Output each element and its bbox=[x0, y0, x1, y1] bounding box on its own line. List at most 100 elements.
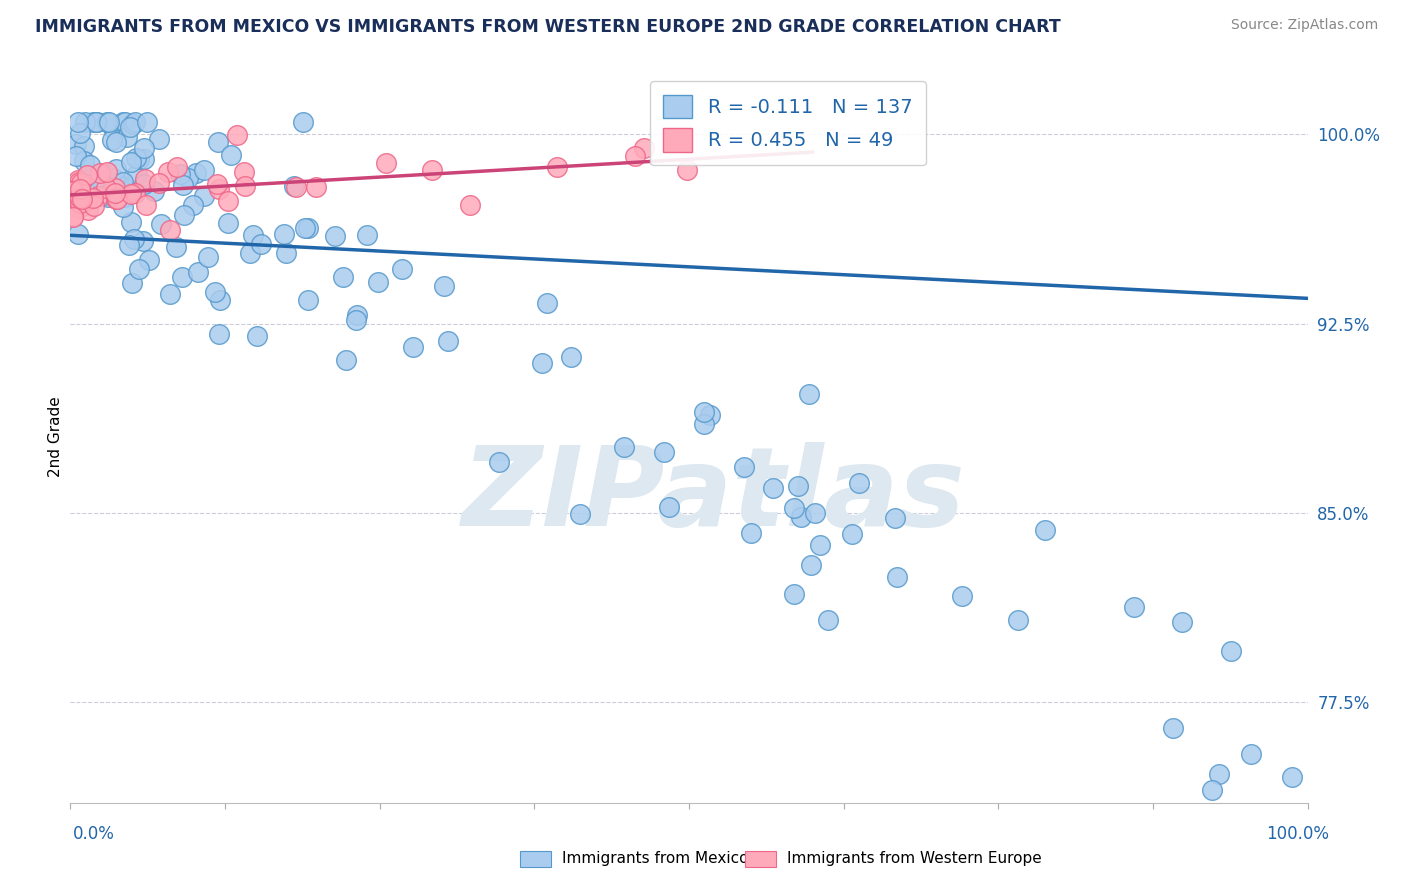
Point bbox=[82, 115, 104, 129]
Point bbox=[652, 445, 675, 459]
Text: Immigrants from Western Europe: Immigrants from Western Europe bbox=[787, 852, 1042, 866]
Point bbox=[292, 115, 315, 129]
Point bbox=[294, 221, 316, 235]
Point bbox=[208, 181, 231, 195]
Point bbox=[332, 270, 354, 285]
Point bbox=[132, 152, 155, 166]
Point bbox=[77, 169, 100, 183]
Point bbox=[82, 192, 104, 206]
Point bbox=[114, 115, 136, 129]
Point bbox=[217, 194, 239, 208]
Point bbox=[797, 387, 820, 401]
Point bbox=[249, 237, 271, 252]
Point bbox=[420, 162, 443, 177]
Point bbox=[1033, 524, 1056, 538]
Point bbox=[276, 246, 298, 260]
Point bbox=[84, 115, 107, 129]
Point bbox=[693, 405, 716, 419]
Point bbox=[284, 179, 307, 194]
Point bbox=[297, 220, 319, 235]
Point bbox=[66, 173, 89, 187]
Point bbox=[762, 481, 785, 495]
Point bbox=[803, 506, 825, 520]
Point bbox=[120, 187, 142, 202]
Point bbox=[283, 178, 305, 193]
Point bbox=[560, 350, 582, 364]
Point bbox=[232, 165, 254, 179]
Point bbox=[817, 613, 839, 627]
Point bbox=[1171, 615, 1194, 629]
Point bbox=[884, 510, 907, 524]
Point bbox=[132, 177, 155, 191]
Point bbox=[242, 228, 264, 243]
Point bbox=[150, 217, 173, 231]
Point bbox=[73, 115, 96, 129]
Point bbox=[699, 408, 721, 422]
Text: Immigrants from Mexico: Immigrants from Mexico bbox=[562, 852, 749, 866]
Point bbox=[120, 215, 142, 229]
Point bbox=[104, 172, 127, 186]
Point bbox=[105, 136, 128, 150]
Point bbox=[62, 211, 84, 225]
Point bbox=[104, 192, 127, 206]
Point bbox=[138, 253, 160, 268]
Point bbox=[568, 507, 591, 521]
Point bbox=[96, 165, 118, 179]
Point bbox=[89, 166, 111, 180]
Point bbox=[94, 186, 117, 201]
Point bbox=[209, 293, 232, 308]
Point bbox=[91, 175, 114, 189]
Point bbox=[76, 193, 98, 207]
Point bbox=[62, 183, 84, 197]
Point bbox=[783, 587, 806, 601]
Point bbox=[848, 475, 870, 490]
Point bbox=[184, 166, 207, 180]
Point bbox=[170, 270, 193, 285]
Point bbox=[77, 202, 100, 217]
Point bbox=[323, 228, 346, 243]
Point bbox=[740, 526, 762, 541]
Point bbox=[112, 200, 135, 214]
Point bbox=[658, 500, 681, 514]
Point bbox=[118, 120, 141, 134]
Point bbox=[103, 120, 125, 135]
Point bbox=[65, 183, 87, 197]
Point bbox=[124, 115, 146, 129]
Point bbox=[83, 199, 105, 213]
Point bbox=[204, 285, 226, 300]
Point bbox=[69, 195, 91, 210]
Point bbox=[118, 238, 141, 252]
Point bbox=[676, 162, 699, 177]
Point bbox=[96, 115, 118, 129]
Point bbox=[239, 245, 262, 260]
Point bbox=[86, 115, 108, 129]
Point bbox=[70, 192, 93, 206]
Point bbox=[344, 313, 367, 327]
Text: 100.0%: 100.0% bbox=[1265, 825, 1329, 843]
Point bbox=[121, 117, 143, 131]
Point bbox=[391, 262, 413, 277]
Point bbox=[169, 168, 191, 182]
Point bbox=[128, 152, 150, 166]
Point bbox=[93, 167, 115, 181]
Point bbox=[127, 167, 149, 181]
Point bbox=[297, 293, 319, 307]
Point bbox=[181, 197, 204, 211]
Point bbox=[66, 185, 89, 199]
Point bbox=[808, 538, 831, 552]
Point bbox=[305, 179, 328, 194]
Point bbox=[98, 115, 121, 129]
Point bbox=[186, 265, 208, 279]
Point bbox=[375, 156, 398, 170]
Point bbox=[530, 355, 553, 369]
Point bbox=[356, 228, 378, 243]
Point bbox=[120, 155, 142, 169]
Point bbox=[157, 165, 180, 179]
Point bbox=[159, 286, 181, 301]
Point bbox=[67, 227, 90, 241]
Point bbox=[73, 138, 96, 153]
Point bbox=[69, 127, 91, 141]
Point bbox=[197, 250, 219, 264]
Point bbox=[148, 132, 170, 146]
Point bbox=[536, 296, 558, 310]
